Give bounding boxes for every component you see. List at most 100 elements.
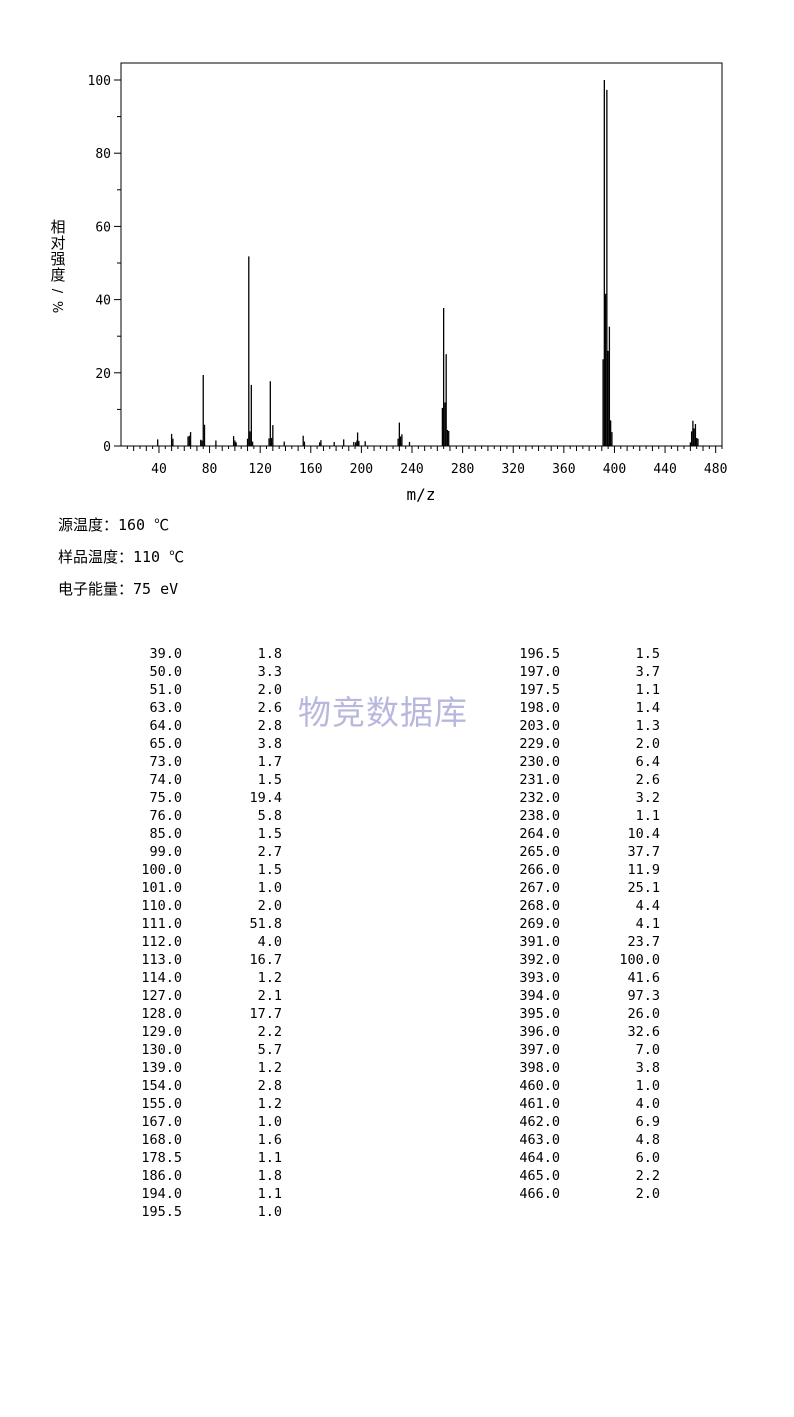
intensity-value: 2.1 — [257, 988, 282, 1004]
table-row: 396.0 32.6 — [0, 1023, 794, 1041]
table-row: 112.0 4.0 — [0, 933, 794, 951]
intensity-value: 1.1 — [635, 808, 660, 824]
table-row: 232.0 3.2 — [0, 789, 794, 807]
mz-value: 114.0 — [141, 970, 182, 986]
table-row: 64.0 2.8 — [0, 717, 794, 735]
table-row: 194.0 1.1 — [0, 1185, 794, 1203]
intensity-value: 2.0 — [635, 736, 660, 752]
intensity-value: 4.8 — [635, 1132, 660, 1148]
intensity-value: 3.7 — [635, 664, 660, 680]
intensity-value: 1.0 — [257, 880, 282, 896]
table-row: 395.0 26.0 — [0, 1005, 794, 1023]
intensity-value: 51.8 — [249, 916, 282, 932]
mz-value: 230.0 — [519, 754, 560, 770]
table-row: 127.0 2.1 — [0, 987, 794, 1005]
x-tick-label: 360 — [552, 462, 575, 477]
intensity-value: 1.3 — [635, 718, 660, 734]
table-row: 266.0 11.9 — [0, 861, 794, 879]
table-row: 268.0 4.4 — [0, 897, 794, 915]
y-tick-label: 100 — [88, 74, 111, 89]
x-tick-label: 120 — [248, 462, 271, 477]
mz-value: 462.0 — [519, 1114, 560, 1130]
intensity-value: 1.2 — [257, 1060, 282, 1076]
mz-value: 76.0 — [149, 808, 182, 824]
mz-value: 112.0 — [141, 934, 182, 950]
table-row: 238.0 1.1 — [0, 807, 794, 825]
intensity-value: 1.7 — [257, 754, 282, 770]
intensity-value: 3.2 — [635, 790, 660, 806]
mz-value: 264.0 — [519, 826, 560, 842]
mz-value: 130.0 — [141, 1042, 182, 1058]
mz-value: 101.0 — [141, 880, 182, 896]
mz-value: 64.0 — [149, 718, 182, 734]
table-row: 460.0 1.0 — [0, 1077, 794, 1095]
table-row: 391.0 23.7 — [0, 933, 794, 951]
intensity-value: 32.6 — [627, 1024, 660, 1040]
intensity-value: 2.0 — [257, 682, 282, 698]
table-row: 178.5 1.1 — [0, 1149, 794, 1167]
mz-value: 63.0 — [149, 700, 182, 716]
table-row: 101.0 1.0 — [0, 879, 794, 897]
peak-bars — [157, 80, 699, 446]
mz-value: 73.0 — [149, 754, 182, 770]
mz-value: 194.0 — [141, 1186, 182, 1202]
intensity-value: 10.4 — [627, 826, 660, 842]
table-row: 139.0 1.2 — [0, 1059, 794, 1077]
table-row: 39.0 1.8 — [0, 645, 794, 663]
y-axis-label-char: 度 — [50, 266, 65, 284]
table-row: 392.0 100.0 — [0, 951, 794, 969]
mz-value: 197.5 — [519, 682, 560, 698]
mz-value: 74.0 — [149, 772, 182, 788]
mz-value: 267.0 — [519, 880, 560, 896]
mz-value: 99.0 — [149, 844, 182, 860]
mz-value: 392.0 — [519, 952, 560, 968]
intensity-value: 1.0 — [257, 1204, 282, 1220]
table-row: 394.0 97.3 — [0, 987, 794, 1005]
watermark: 物竞数据库 — [298, 693, 468, 732]
table-row: 65.0 3.8 — [0, 735, 794, 753]
intensity-value: 2.6 — [257, 700, 282, 716]
intensity-value: 25.1 — [627, 880, 660, 896]
mz-value: 391.0 — [519, 934, 560, 950]
plot-frame — [120, 62, 723, 447]
table-row: 198.0 1.4 — [0, 699, 794, 717]
table-row: 197.0 3.7 — [0, 663, 794, 681]
mz-value: 465.0 — [519, 1168, 560, 1184]
mz-value: 394.0 — [519, 988, 560, 1004]
intensity-value: 2.8 — [257, 1078, 282, 1094]
mz-value: 231.0 — [519, 772, 560, 788]
y-tick-label: 0 — [103, 440, 111, 455]
x-tick-label: 320 — [501, 462, 524, 477]
mz-value: 464.0 — [519, 1150, 560, 1166]
table-row: 265.0 37.7 — [0, 843, 794, 861]
y-tick-label: 80 — [95, 147, 111, 162]
mz-value: 186.0 — [141, 1168, 182, 1184]
intensity-value: 1.6 — [257, 1132, 282, 1148]
table-row: 397.0 7.0 — [0, 1041, 794, 1059]
intensity-value: 97.3 — [627, 988, 660, 1004]
mz-value: 65.0 — [149, 736, 182, 752]
mz-value: 398.0 — [519, 1060, 560, 1076]
mz-value: 113.0 — [141, 952, 182, 968]
intensity-value: 2.2 — [257, 1024, 282, 1040]
x-tick-label: 480 — [704, 462, 727, 477]
table-row: 74.0 1.5 — [0, 771, 794, 789]
intensity-value: 1.2 — [257, 1096, 282, 1112]
y-tick-label: 60 — [95, 220, 111, 235]
intensity-value: 16.7 — [249, 952, 282, 968]
table-row: 203.0 1.3 — [0, 717, 794, 735]
mz-value: 232.0 — [519, 790, 560, 806]
x-axis-label: m/z — [407, 485, 436, 504]
y-axis-label-char: 强 — [50, 250, 65, 268]
y-axis-label-char: 对 — [50, 234, 65, 252]
y-axis-label-char: / — [49, 289, 64, 294]
table-row: 114.0 1.2 — [0, 969, 794, 987]
table-row: 231.0 2.6 — [0, 771, 794, 789]
intensity-value: 4.4 — [635, 898, 660, 914]
mz-value: 461.0 — [519, 1096, 560, 1112]
x-tick-label: 80 — [202, 462, 218, 477]
table-row: 463.0 4.8 — [0, 1131, 794, 1149]
mz-value: 395.0 — [519, 1006, 560, 1022]
electron-energy: 电子能量：75 eV — [58, 580, 179, 598]
